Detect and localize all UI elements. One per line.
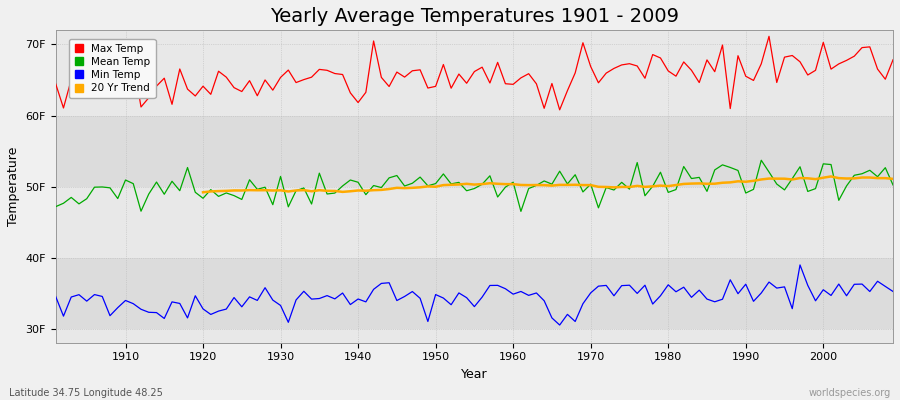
Bar — [56, 186, 893, 258]
Text: worldspecies.org: worldspecies.org — [809, 388, 891, 398]
Bar — [56, 258, 893, 328]
X-axis label: Year: Year — [461, 368, 488, 381]
Y-axis label: Temperature: Temperature — [7, 147, 20, 226]
Bar — [56, 44, 893, 116]
Text: Latitude 34.75 Longitude 48.25: Latitude 34.75 Longitude 48.25 — [9, 388, 163, 398]
Title: Yearly Average Temperatures 1901 - 2009: Yearly Average Temperatures 1901 - 2009 — [270, 7, 679, 26]
Bar — [56, 116, 893, 186]
Legend: Max Temp, Mean Temp, Min Temp, 20 Yr Trend: Max Temp, Mean Temp, Min Temp, 20 Yr Tre… — [69, 39, 156, 98]
